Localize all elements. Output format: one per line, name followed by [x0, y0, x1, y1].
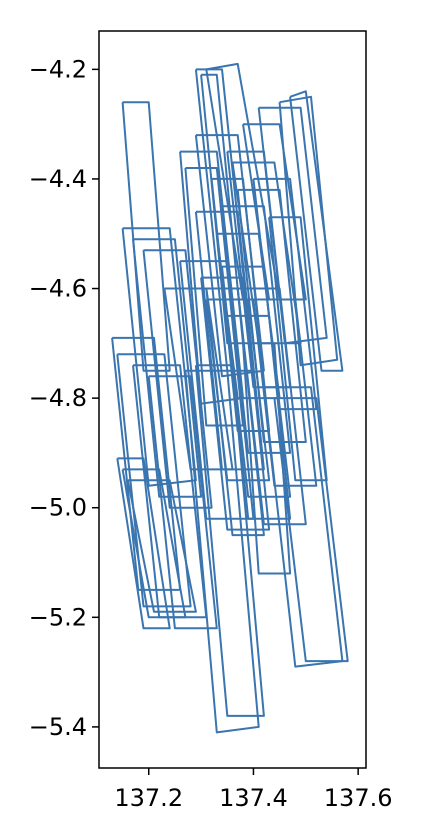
footprint-outline-37 — [252, 298, 318, 487]
x-axis: 137.2 137.4 137.6 — [114, 768, 393, 812]
footprint-outline-42 — [231, 161, 302, 345]
footprint-outline-30 — [116, 457, 171, 630]
y-tick-label: −4.8 — [29, 384, 87, 412]
footprint-outline-34 — [194, 364, 265, 717]
footprint-outline-32 — [126, 479, 197, 613]
footprint-outline-31 — [121, 468, 187, 619]
footprint-outline-20 — [132, 238, 203, 498]
y-tick-label: −4.4 — [29, 165, 87, 193]
x-tick-label: 137.6 — [324, 784, 393, 812]
plot-frame — [98, 30, 367, 769]
footprint-outline-33 — [184, 369, 260, 734]
footprint-outline-36 — [273, 397, 349, 663]
footprint-outline-1 — [121, 101, 171, 372]
y-tick-label: −5.0 — [29, 494, 87, 522]
footprint-outline-43 — [205, 287, 265, 537]
y-axis: −4.2 −4.4 −4.6 −4.8 −5.0 −5.2 −5.4 — [29, 55, 99, 741]
y-tick-label: −4.6 — [29, 275, 87, 303]
y-tick-label: −5.4 — [29, 713, 87, 741]
x-tick-label: 137.4 — [219, 784, 288, 812]
series-layer — [111, 62, 349, 734]
y-tick-label: −5.2 — [29, 603, 87, 631]
footprint-outline-27 — [116, 353, 192, 608]
footprint-outline-15 — [221, 205, 292, 454]
footprint-outline-23 — [200, 276, 271, 531]
footprint-outline-5 — [278, 95, 339, 367]
footprint-outline-21 — [142, 249, 213, 509]
footprint-outline-6 — [289, 90, 344, 372]
footprint-outline-16 — [194, 210, 265, 471]
footprint-outline-40 — [163, 287, 234, 471]
footprint-outline-44 — [226, 314, 292, 498]
footprint-outline-19 — [121, 227, 197, 487]
footprint-outline-10 — [194, 134, 265, 378]
footprint-outline-35 — [262, 386, 344, 668]
y-tick-label: −4.2 — [29, 55, 87, 83]
x-tick-label: 137.2 — [114, 784, 183, 812]
